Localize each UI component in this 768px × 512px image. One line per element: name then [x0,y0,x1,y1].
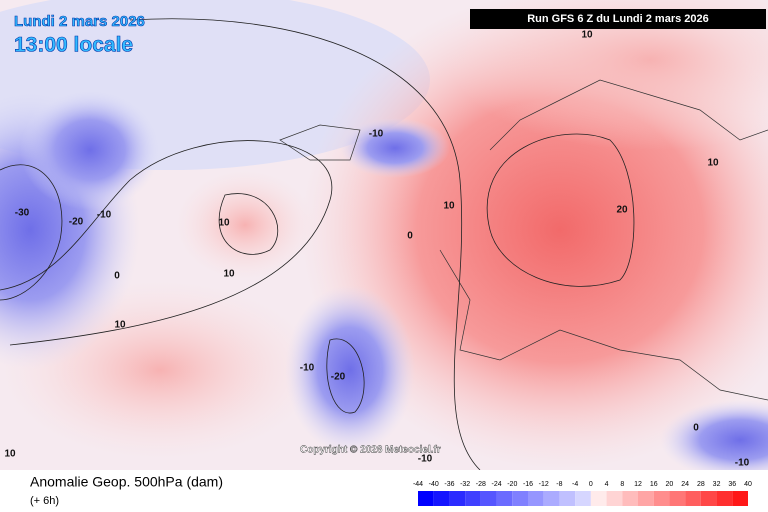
scale-tick-label: 20 [666,481,674,488]
scale-swatch [590,491,607,506]
contour-label: -10 [97,210,112,221]
scale-tick-label: 32 [713,481,721,488]
scale-swatch [418,491,434,506]
scale-tick-label: -12 [539,481,549,488]
scale-swatch [606,491,623,506]
color-scale: -44 -40 -36 -32 -28 -24 -20 -16 -12 -8 -4 0 4 8 12 16 20… [413,481,752,506]
contour-label: 10 [218,218,230,229]
scale-tick-label: 28 [697,481,705,488]
scale-tick-label: -20 [507,481,517,488]
scale-swatch [669,491,686,506]
scale-swatch [480,491,497,506]
date: Lundi 2 mars 2026 [14,13,145,30]
scale-swatch [496,491,513,506]
contour-label: 10 [581,30,593,41]
scale-tick-label: 36 [728,481,736,488]
scale-swatch [700,491,717,506]
contour-label: 20 [616,205,628,216]
scale-swatch [465,491,481,506]
scale-swatch [433,491,450,506]
contour-label: 10 [114,320,126,331]
scale-swatch [449,491,466,506]
contour-label: 10 [707,158,719,169]
scale-tick-label: -24 [492,481,502,488]
contour-label: -10 [300,363,315,374]
contour-label: -10 [418,454,433,465]
lead-time: (+ 6h) [30,495,59,507]
scale-swatch [685,491,701,506]
contour-label: 10 [443,201,455,212]
scale-tick-label: -28 [476,481,486,488]
scale-swatch [653,491,670,506]
scale-tick-label: -40 [429,481,439,488]
contour-label: -10 [369,129,384,140]
scale-swatch [622,491,638,506]
map-field [0,0,768,480]
scale-swatch [559,491,576,506]
scale-swatch [528,491,544,506]
scale-tick-label: 12 [634,481,642,488]
scale-swatch [543,491,560,506]
contour-label: 10 [4,449,16,460]
run-info: Run GFS 6 Z du Lundi 2 mars 2026 [527,13,709,25]
contour-label: 10 [223,269,235,280]
scale-tick-label: -16 [523,481,533,488]
scale-tick-label: -8 [556,481,562,488]
contour-label: -30 [15,208,30,219]
contour-label: -20 [69,217,84,228]
contour-label: -20 [331,372,346,383]
time: 13:00 locale [14,34,133,57]
scale-tick-label: -44 [413,481,423,488]
scale-swatch [638,491,654,506]
scale-tick-label: -36 [444,481,454,488]
scale-tick-label: 0 [589,481,593,488]
contour-label: 0 [693,423,699,434]
scale-swatch [716,491,733,506]
scale-swatch [512,491,528,506]
contour-label: 0 [114,271,120,282]
copyright: Copyright © 2026 Meteociel.fr [300,445,441,456]
scale-swatch [732,491,748,506]
contour-labels: -30 -20 -10 0 10 10 10 -10 -10 -20 10 0 10 20 10 -10 10 0… [4,30,749,469]
scale-swatch [575,491,591,506]
footer-title: Anomalie Geop. 500hPa (dam) [30,474,223,490]
scale-tick-label: 40 [744,481,752,488]
scale-tick-label: -4 [572,481,578,488]
scale-tick-label: 16 [650,481,658,488]
scale-tick-label: -32 [460,481,470,488]
contour-label: 0 [407,231,413,242]
scale-tick-label: 8 [620,481,624,488]
contour-label: -10 [735,458,750,469]
run-box [470,9,766,29]
scale-tick-label: 4 [605,481,609,488]
scale-tick-label: 24 [681,481,689,488]
